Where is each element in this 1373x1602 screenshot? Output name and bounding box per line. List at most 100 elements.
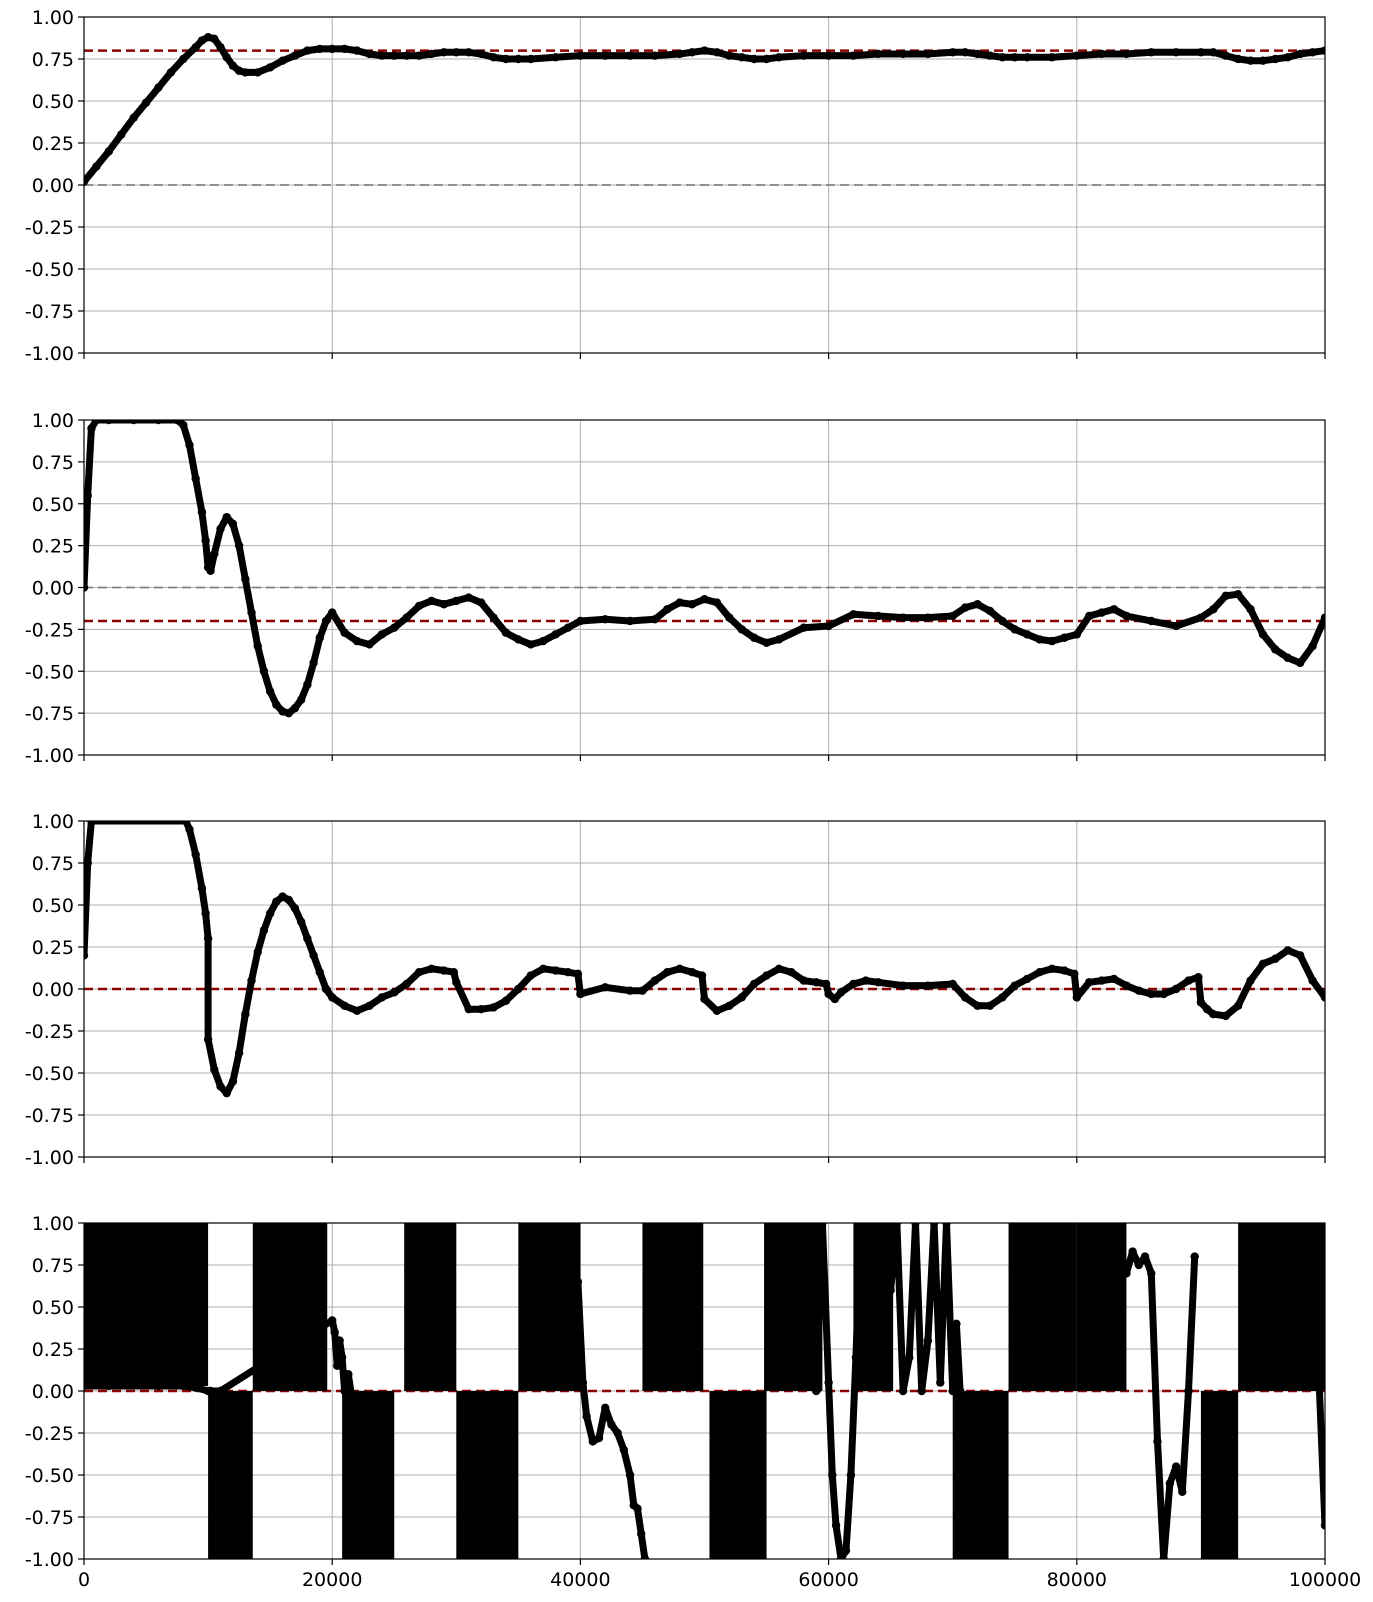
data-point (1246, 605, 1255, 614)
y-tick-label: 0.00 (32, 1381, 74, 1403)
data-point (222, 53, 231, 62)
y-tick-label: -0.25 (25, 619, 74, 641)
data-point (774, 635, 784, 644)
data-point (836, 988, 846, 997)
y-tick-label: 1.00 (32, 410, 74, 432)
data-point (216, 43, 225, 52)
y-tick-label: 0.50 (32, 494, 74, 516)
data-point (253, 947, 262, 957)
data-point (1258, 56, 1268, 65)
data-point (1320, 613, 1325, 622)
data-point (1171, 621, 1181, 631)
data-point (191, 1383, 200, 1392)
data-point (365, 640, 374, 649)
data-point (247, 608, 256, 617)
data-point (831, 1521, 841, 1530)
data-point (737, 53, 746, 62)
data-point (799, 623, 808, 632)
data-point (390, 988, 399, 997)
data-point (936, 1378, 945, 1387)
data-point (489, 53, 498, 62)
data-point (856, 1223, 866, 1228)
data-point (563, 968, 573, 977)
data-point (929, 1223, 939, 1228)
data-point (1097, 608, 1106, 617)
data-point (1283, 653, 1292, 663)
data-point (638, 986, 647, 995)
data-point (874, 611, 883, 621)
x-tick-label: 100000 (1289, 1569, 1362, 1591)
data-point (222, 512, 231, 522)
oscillation-band (1008, 1223, 1077, 1391)
data-point (476, 1004, 486, 1014)
data-point (340, 1386, 349, 1396)
x-tick-label: 0 (78, 1569, 90, 1591)
data-point (234, 541, 244, 550)
data-point (1295, 658, 1305, 668)
data-point (1258, 959, 1268, 968)
data-point (92, 162, 101, 171)
data-point (1047, 53, 1057, 62)
data-point (948, 1386, 957, 1396)
data-point (104, 420, 114, 425)
data-point (402, 51, 411, 60)
data-point (179, 1381, 188, 1391)
data-point (228, 519, 238, 529)
data-point (303, 680, 312, 689)
oscillation-band (952, 1391, 1009, 1559)
data-point (905, 1353, 914, 1362)
plot-area (84, 1223, 1325, 1559)
data-point (449, 968, 459, 977)
data-point (811, 978, 821, 987)
data-point (749, 633, 759, 642)
data-point (272, 700, 281, 709)
y-tick-label: 0.25 (32, 1339, 74, 1361)
oscillation-band (709, 1391, 767, 1559)
data-point (303, 46, 312, 55)
oscillation-band (456, 1391, 519, 1559)
data-point (849, 610, 858, 619)
data-point (290, 904, 300, 913)
data-point (452, 978, 461, 987)
data-point (141, 98, 151, 107)
data-point (84, 491, 92, 500)
data-point (328, 44, 337, 54)
data-point (841, 1546, 851, 1555)
data-point (650, 51, 660, 60)
data-point (501, 996, 511, 1005)
data-point (675, 49, 684, 59)
data-point (828, 1470, 837, 1480)
data-point (576, 616, 585, 626)
data-point (197, 884, 207, 893)
data-point (700, 994, 709, 1004)
y-tick-label: 0.75 (32, 1255, 74, 1277)
data-point (377, 993, 387, 1002)
data-point (578, 1378, 588, 1387)
data-point (179, 420, 188, 430)
data-point (774, 964, 784, 974)
data-point (576, 989, 585, 999)
data-point (898, 981, 908, 990)
data-point (588, 1437, 598, 1446)
data-point (985, 606, 995, 616)
data-point (1060, 966, 1069, 975)
data-point (321, 616, 331, 626)
data-point (489, 613, 498, 622)
data-point (1184, 1386, 1193, 1396)
y-tick-label: -0.75 (25, 1105, 74, 1127)
data-point (762, 638, 771, 647)
data-point (84, 177, 89, 186)
data-point (1122, 981, 1131, 990)
data-point (625, 1470, 635, 1480)
data-point (1308, 48, 1317, 57)
data-point (1209, 1010, 1218, 1019)
data-point (216, 1082, 225, 1091)
data-point (476, 49, 486, 59)
y-tick-label: -0.75 (25, 301, 74, 323)
data-point (1010, 53, 1019, 62)
data-point (1035, 968, 1044, 977)
data-point (973, 49, 982, 59)
data-point (414, 601, 424, 611)
subplot-1: 1.00 0.75 0.50 0.25 0.00 -0.25 -0.50 -0.75 -1.00 (25, 7, 1326, 365)
